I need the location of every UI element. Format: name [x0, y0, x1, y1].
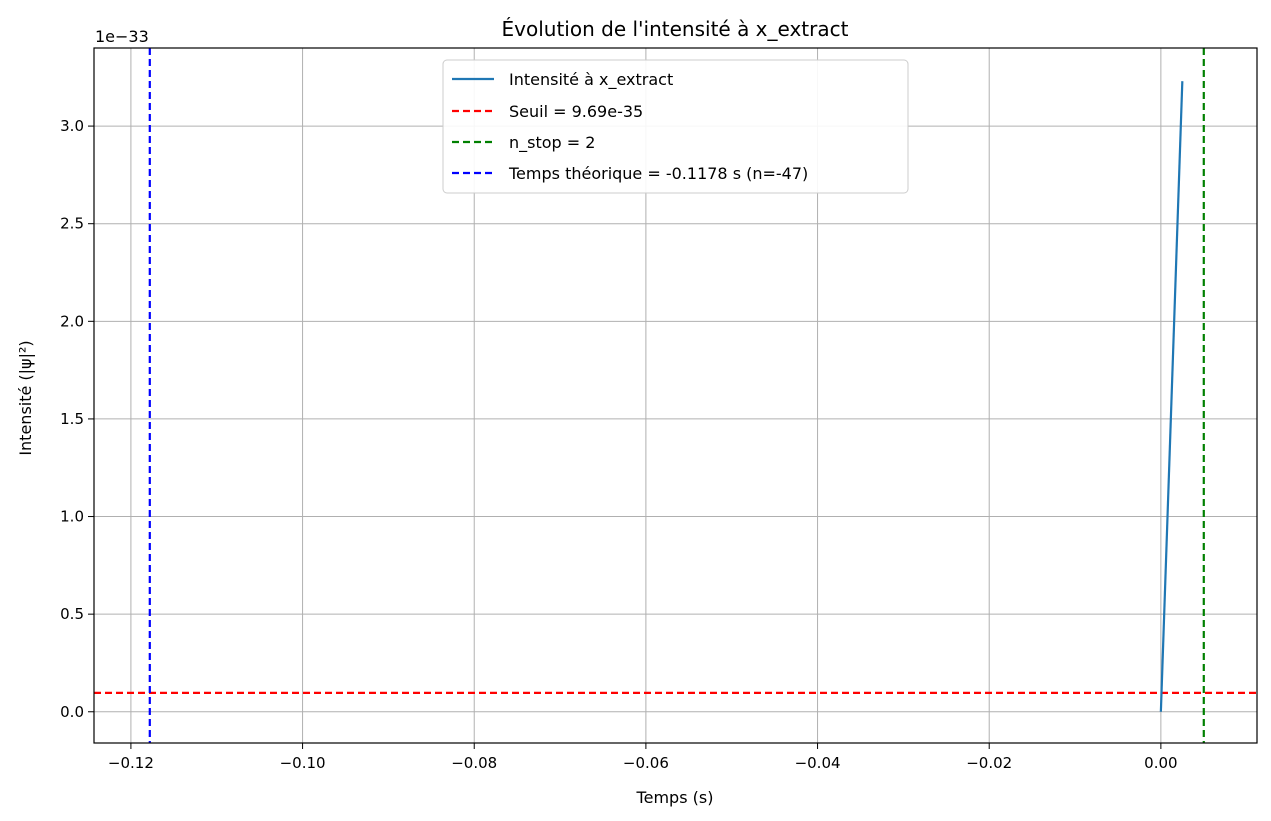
y-tick-label: 1.0 — [60, 508, 84, 526]
y-tick-label: 0.0 — [60, 703, 84, 721]
x-axis-label: Temps (s) — [636, 788, 714, 807]
x-tick-label: −0.08 — [451, 754, 497, 772]
y-tick-label: 3.0 — [60, 117, 84, 135]
x-tick-label: −0.12 — [108, 754, 154, 772]
x-tick-label: −0.10 — [280, 754, 326, 772]
y-axis-label: Intensité (|ψ|²) — [16, 340, 35, 455]
y-axis-ticks: 0.0 0.5 1.0 1.5 2.0 2.5 3.0 — [60, 117, 94, 721]
chart-title: Évolution de l'intensité à x_extract — [502, 17, 849, 41]
legend-label-seuil: Seuil = 9.69e-35 — [509, 102, 643, 121]
plot-area — [94, 48, 1257, 743]
legend-box — [442, 59, 909, 194]
axes-frame — [93, 47, 1258, 744]
legend-label-n-stop: n_stop = 2 — [509, 133, 595, 153]
series-line-intensity — [1159, 81, 1184, 712]
y-tick-label: 0.5 — [60, 605, 84, 623]
x-tick-label: −0.04 — [795, 754, 841, 772]
legend-label-intensity: Intensité à x_extract — [509, 70, 673, 90]
x-axis-ticks: −0.12 −0.10 −0.08 −0.06 −0.04 −0.02 0.00 — [108, 743, 1178, 772]
y-tick-label: 2.5 — [60, 215, 84, 233]
legend: Intensité à x_extract Seuil = 9.69e-35 n… — [442, 59, 909, 194]
y-tick-label: 2.0 — [60, 312, 84, 330]
legend-label-temps-theorique: Temps théorique = -0.1178 s (n=-47) — [508, 164, 808, 183]
x-tick-label: −0.06 — [623, 754, 669, 772]
y-offset-label: 1e−33 — [95, 27, 149, 46]
x-tick-label: 0.00 — [1144, 754, 1177, 772]
y-tick-label: 1.5 — [60, 410, 84, 428]
x-tick-label: −0.02 — [966, 754, 1012, 772]
